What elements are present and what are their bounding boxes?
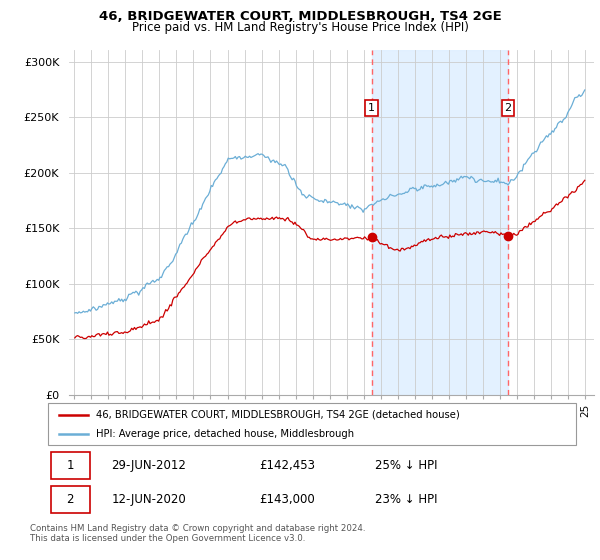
Text: 46, BRIDGEWATER COURT, MIDDLESBROUGH, TS4 2GE (detached house): 46, BRIDGEWATER COURT, MIDDLESBROUGH, TS… [95, 409, 459, 419]
Text: 25% ↓ HPI: 25% ↓ HPI [376, 459, 438, 472]
Bar [372, 50, 508, 395]
FancyBboxPatch shape [50, 452, 90, 479]
Text: 29-JUN-2012: 29-JUN-2012 [112, 459, 186, 472]
Text: 2: 2 [67, 493, 74, 506]
Text: HPI: Average price, detached house, Middlesbrough: HPI: Average price, detached house, Midd… [95, 429, 353, 439]
Text: 1: 1 [368, 103, 375, 113]
Text: 2: 2 [505, 103, 512, 113]
FancyBboxPatch shape [48, 403, 576, 445]
Text: 1: 1 [67, 459, 74, 472]
Text: Contains HM Land Registry data © Crown copyright and database right 2024.
This d: Contains HM Land Registry data © Crown c… [30, 524, 365, 543]
Text: 12-JUN-2020: 12-JUN-2020 [112, 493, 186, 506]
Text: Price paid vs. HM Land Registry's House Price Index (HPI): Price paid vs. HM Land Registry's House … [131, 21, 469, 34]
FancyBboxPatch shape [50, 486, 90, 514]
Text: 46, BRIDGEWATER COURT, MIDDLESBROUGH, TS4 2GE: 46, BRIDGEWATER COURT, MIDDLESBROUGH, TS… [98, 10, 502, 23]
Text: £142,453: £142,453 [259, 459, 315, 472]
Text: £143,000: £143,000 [259, 493, 315, 506]
Text: 23% ↓ HPI: 23% ↓ HPI [376, 493, 438, 506]
